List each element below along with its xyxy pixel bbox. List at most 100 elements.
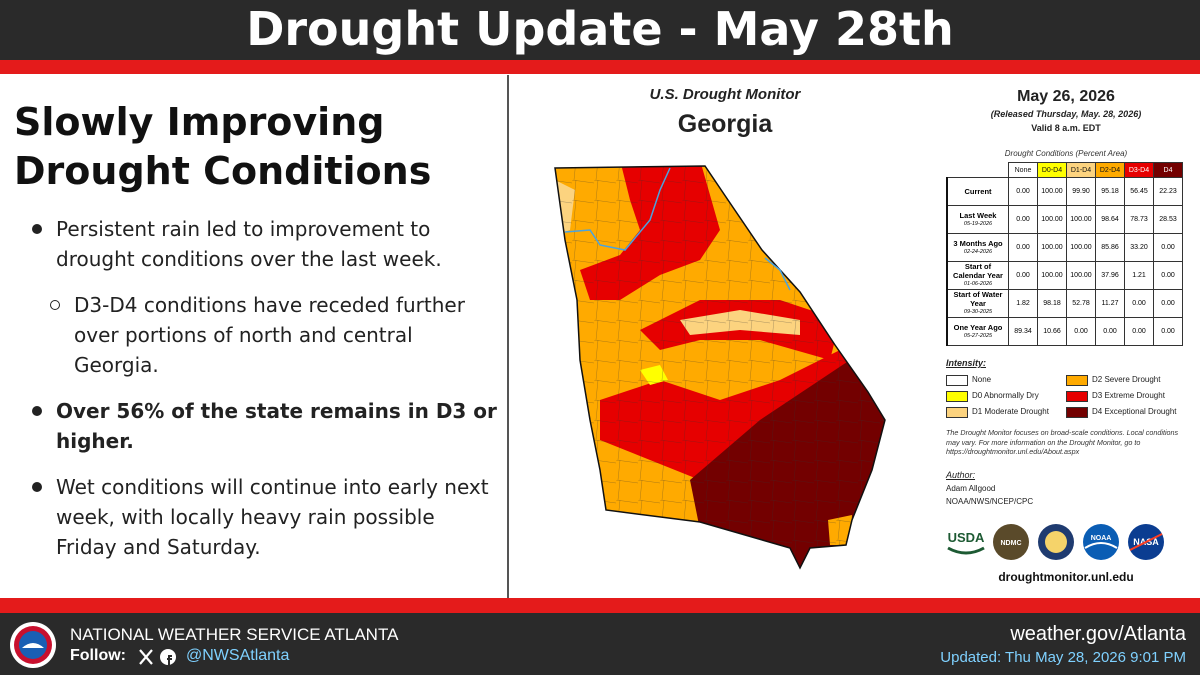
legend-swatch	[946, 375, 968, 386]
bullet: D3-D4 conditions have receded further ov…	[48, 290, 500, 380]
table-row: Start of Calendar Year 01-06-2026 0.00 100.…	[946, 261, 1183, 290]
table-cell: 0.00	[1066, 317, 1096, 346]
table-cell: 0.00	[1153, 261, 1183, 290]
column-header: None	[1008, 162, 1038, 178]
row-date: 09-30-2025	[963, 309, 993, 315]
table-row: Start of Water Year 09-30-2025 1.82 98.18 52…	[946, 289, 1183, 318]
map-state: Georgia	[677, 110, 773, 138]
row-label: 3 Months Ago 02-24-2026	[946, 233, 1009, 262]
legend-item: D4 Exceptional Drought	[1066, 406, 1177, 418]
table-row: Current 0.00 100.00 99.90 95.18 56.45 22.23	[946, 177, 1183, 206]
row-label-text: Current	[964, 187, 992, 196]
column-header: D3-D4	[1124, 162, 1154, 178]
legend: None D0 Abnormally Dry D1 Moderate Drought…	[946, 374, 1186, 424]
row-label: Current	[946, 177, 1009, 206]
row-date: 05-19-2026	[963, 220, 993, 227]
column-header: D1-D4	[1066, 162, 1096, 178]
release-date: (Released Thursday, May. 28, 2026)	[990, 109, 1142, 119]
row-label-text: Start of Water Year	[953, 290, 1003, 308]
conditions-table: None D0-D4 D1-D4 D2-D4 D3-D4 D4 Current 0.00 100…	[946, 162, 1183, 346]
row-label: One Year Ago 05-27-2025	[946, 317, 1009, 346]
table-cell: 98.64	[1095, 205, 1125, 234]
legend-item: D1 Moderate Drought	[946, 406, 1049, 418]
table-cell: 100.00	[1066, 233, 1096, 262]
bullet-text: Persistent rain led to improvement to dr…	[56, 217, 442, 271]
table-cell: 0.00	[1095, 317, 1125, 346]
map-title: U.S. Drought Monitor	[649, 86, 801, 103]
row-label-text: Start of Calendar Year	[953, 262, 1003, 280]
table-cell: 10.66	[1037, 317, 1067, 346]
table-cell: 11.27	[1095, 289, 1125, 318]
table-cell: 98.18	[1037, 289, 1067, 318]
partner-logos: USDA NDMC NOAA NASA	[947, 524, 1164, 560]
usda-logo: USDA	[947, 530, 985, 555]
header-row: None D0-D4 D1-D4 D2-D4 D3-D4 D4	[947, 162, 1183, 178]
bullet: Over 56% of the state remains in D3 or h…	[30, 396, 500, 456]
updated-time: Updated: Thu May 28, 2026 9:01 PM	[940, 649, 1186, 666]
table-cell: 0.00	[1153, 233, 1183, 262]
legend-item: D3 Extreme Drought	[1066, 390, 1165, 402]
table-cell: 89.34	[1008, 317, 1038, 346]
legend-title: Intensity:	[946, 358, 987, 368]
table-cell: 0.00	[1008, 261, 1038, 290]
table-cell: 100.00	[1037, 233, 1067, 262]
logo-label: USDA	[948, 530, 985, 545]
page-title: Drought Update - May 28th	[246, 2, 954, 56]
legend-label: None	[972, 375, 992, 384]
red-stripe	[0, 60, 1200, 74]
row-label: Start of Calendar Year 01-06-2026	[946, 261, 1009, 290]
table-cell: 0.00	[1153, 289, 1183, 318]
follow-label: Follow:	[70, 647, 126, 664]
row-label-text: One Year Ago	[953, 322, 1003, 332]
table-cell: 100.00	[1037, 177, 1067, 206]
row-label: Start of Water Year 09-30-2025	[946, 289, 1009, 318]
table-cell: 22.23	[1153, 177, 1183, 206]
legend-swatch	[1066, 375, 1088, 386]
valid-time: Valid 8 a.m. EDT	[1031, 123, 1101, 133]
legend-swatch	[1066, 407, 1088, 418]
logo-label: NDMC	[1001, 540, 1022, 547]
table-row: Last Week 05-19-2026 0.00 100.00 100.00 98.64…	[946, 205, 1183, 234]
bullet-list: Persistent rain led to improvement to dr…	[30, 214, 500, 578]
table-cell: 99.90	[1066, 177, 1096, 206]
org-name: NATIONAL WEATHER SERVICE ATLANTA	[70, 625, 399, 644]
table-row: 3 Months Ago 02-24-2026 0.00 100.00 100.00 85…	[946, 233, 1183, 262]
bullet-dot	[32, 482, 42, 492]
column-header: D2-D4	[1095, 162, 1125, 178]
table-cell: 85.86	[1095, 233, 1125, 262]
source-url: droughtmonitor.unl.edu	[998, 570, 1134, 584]
table-cell: 78.73	[1124, 205, 1154, 234]
bullet-text: D3-D4 conditions have receded further ov…	[74, 293, 465, 377]
table-cell: 52.78	[1066, 289, 1096, 318]
social-handle[interactable]: @NWSAtlanta	[186, 647, 290, 664]
table-cell: 28.53	[1153, 205, 1183, 234]
bullet-text: Wet conditions will continue into early …	[56, 475, 489, 559]
row-date: 02-24-2026	[963, 248, 993, 255]
author-heading: Author:	[946, 470, 976, 480]
map-date: May 26, 2026	[1017, 88, 1115, 105]
bullet-dot	[50, 300, 60, 310]
legend-item: None	[946, 374, 991, 386]
table-cell: 1.21	[1124, 261, 1154, 290]
table-cell: 1.82	[1008, 289, 1038, 318]
table-cell: 37.96	[1095, 261, 1125, 290]
table-cell: 0.00	[1008, 177, 1038, 206]
bullet: Wet conditions will continue into early …	[30, 472, 500, 562]
legend-swatch	[946, 391, 968, 402]
header-bar	[0, 0, 1200, 60]
ndmc-logo	[993, 524, 1029, 560]
social-icons	[139, 649, 176, 665]
legend-label: D1 Moderate Drought	[972, 407, 1049, 416]
author-org: NOAA/NWS/NCEP/CPC	[946, 497, 1034, 506]
bullet-text: Over 56% of the state remains in D3 or h…	[56, 399, 497, 453]
row-label-text: 3 Months Ago	[953, 238, 1003, 248]
website[interactable]: weather.gov/Atlanta	[1010, 623, 1186, 645]
table-cell: 0.00	[1153, 317, 1183, 346]
legend-item: D2 Severe Drought	[1066, 374, 1160, 386]
corner-cell	[947, 163, 1009, 178]
river	[764, 257, 791, 291]
legend-label: D3 Extreme Drought	[1092, 391, 1165, 400]
river	[564, 167, 671, 251]
column-header: D0-D4	[1037, 162, 1067, 178]
